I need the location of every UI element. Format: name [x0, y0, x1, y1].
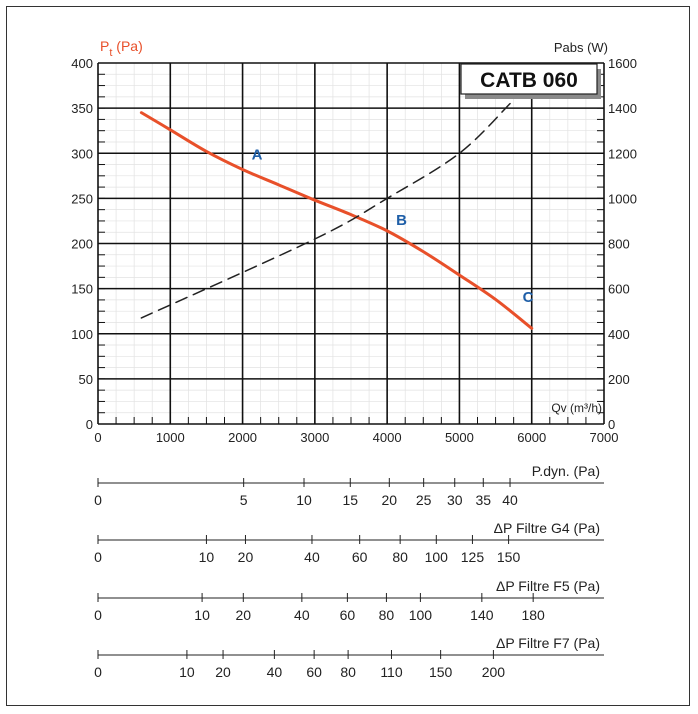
secondary-scale-value: 10: [199, 549, 215, 565]
secondary-scale-value: 80: [379, 607, 395, 623]
right-axis-title: Pabs (W): [554, 40, 608, 55]
secondary-scale-value: 10: [194, 607, 210, 623]
y-right-tick-label: 1000: [608, 191, 637, 206]
x-tick-label: 7000: [590, 430, 619, 445]
secondary-scale-value: 140: [470, 607, 494, 623]
svg-text:Pt (Pa): Pt (Pa): [100, 38, 143, 59]
x-tick-label: 4000: [373, 430, 402, 445]
secondary-scale-2: ΔP Filtre G4 (Pa) 0 10 20 40 60 80 100 125 150: [94, 520, 604, 565]
x-tick-label: 0: [94, 430, 101, 445]
y-left-tick-label: 150: [71, 282, 93, 297]
point-label-b: B: [396, 212, 407, 229]
y-left-tick-label: 50: [79, 372, 93, 387]
secondary-scale-value: 20: [236, 607, 252, 623]
secondary-scale-value: 0: [94, 607, 102, 623]
x-tick-label: 1000: [156, 430, 185, 445]
y-right-tick-label: 1200: [608, 146, 637, 161]
y-left-tick-label: 400: [71, 56, 93, 71]
x-axis-title: Qv (m³/h): [551, 401, 602, 415]
secondary-scale-title: ΔP Filtre F5 (Pa): [496, 578, 600, 594]
secondary-scale-value: 5: [240, 492, 248, 508]
y-left-tick-label: 100: [71, 327, 93, 342]
secondary-scale-value: 110: [380, 664, 403, 680]
secondary-scale-value: 20: [215, 664, 231, 680]
y-right-tick-label: 200: [608, 372, 630, 387]
chart-frame: [6, 6, 690, 706]
left-axis-title-main: P: [100, 38, 109, 54]
secondary-scale-value: 0: [94, 549, 102, 565]
axis-ticks: [97, 62, 605, 425]
y-right-tick-label: 0: [608, 417, 615, 432]
secondary-scale-value: 25: [416, 492, 432, 508]
major-grid: [97, 62, 605, 425]
axis-tick-labels: 0 1000 2000 3000 4000 5000 6000 700005010015020…: [71, 56, 637, 445]
secondary-scale-value: 60: [306, 664, 322, 680]
y-left-tick-label: 0: [86, 417, 93, 432]
secondary-scale-value: 40: [304, 549, 320, 565]
y-right-tick-label: 400: [608, 327, 630, 342]
secondary-scale-value: 20: [238, 549, 254, 565]
y-left-tick-label: 300: [71, 146, 93, 161]
secondary-scale-value: 60: [352, 549, 368, 565]
curves: [139, 102, 534, 330]
y-right-tick-label: 1400: [608, 101, 637, 116]
secondary-scale-value: 80: [392, 549, 408, 565]
point-label-c: C: [523, 289, 534, 306]
secondary-scale-4: ΔP Filtre F7 (Pa) 0 10 20 40 60 80 110 150 200: [94, 635, 604, 680]
secondary-scale-value: 80: [340, 664, 356, 680]
secondary-scale-value: 40: [267, 664, 283, 680]
secondary-scale-value: 20: [382, 492, 398, 508]
x-tick-label: 5000: [445, 430, 474, 445]
x-tick-label: 2000: [228, 430, 257, 445]
secondary-scale-value: 150: [429, 664, 453, 680]
x-tick-label: 3000: [300, 430, 329, 445]
secondary-scale-value: 30: [447, 492, 463, 508]
secondary-scale-value: 200: [482, 664, 506, 680]
left-axis-title: Pt (Pa): [100, 38, 143, 59]
secondary-scale-value: 0: [94, 492, 102, 508]
model-label: CATB 060: [480, 69, 578, 92]
secondary-scale-value: 35: [475, 492, 491, 508]
secondary-scale-value: 10: [179, 664, 195, 680]
secondary-scale-title: ΔP Filtre G4 (Pa): [494, 520, 600, 536]
y-left-tick-label: 250: [71, 191, 93, 206]
y-right-tick-label: 600: [608, 282, 630, 297]
secondary-scale-1: P.dyn. (Pa) 0 5 10 15 20 25 30 35 40: [94, 463, 604, 508]
power-curve: [140, 102, 511, 319]
secondary-scale-title: ΔP Filtre F7 (Pa): [496, 635, 600, 651]
secondary-scale-value: 100: [425, 549, 449, 565]
secondary-scale-value: 150: [497, 549, 521, 565]
secondary-scale-value: 60: [340, 607, 356, 623]
point-labels: A B C: [252, 146, 534, 306]
secondary-scale-value: 0: [94, 664, 102, 680]
secondary-scale-value: 125: [461, 549, 485, 565]
secondary-scale-value: 180: [521, 607, 545, 623]
secondary-scale-3: ΔP Filtre F5 (Pa) 0 10 20 40 60 80 100 140 180: [94, 578, 604, 623]
pressure-curve: [139, 111, 534, 330]
secondary-scale-value: 40: [502, 492, 518, 508]
secondary-scale-value: 40: [294, 607, 310, 623]
x-tick-label: 6000: [517, 430, 546, 445]
y-right-tick-label: 1600: [608, 56, 637, 71]
point-label-a: A: [252, 146, 263, 163]
y-right-tick-label: 800: [608, 237, 630, 252]
secondary-scale-value: 10: [296, 492, 312, 508]
left-axis-title-unit: (Pa): [112, 38, 142, 54]
secondary-scale-title: P.dyn. (Pa): [532, 463, 600, 479]
y-left-tick-label: 200: [71, 237, 93, 252]
left-axis-title-sub: t: [109, 47, 112, 59]
secondary-scale-value: 15: [342, 492, 358, 508]
model-label-box: CATB 060: [460, 63, 601, 99]
secondary-scale-value: 100: [409, 607, 433, 623]
y-left-tick-label: 350: [71, 101, 93, 116]
